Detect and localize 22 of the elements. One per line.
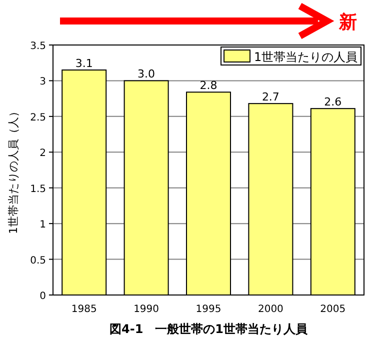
y-tick-label: 2 (40, 148, 46, 160)
y-tick-label: 3 (40, 76, 46, 88)
x-tick-label: 1985 (71, 304, 97, 315)
data-label: 3.0 (138, 68, 156, 81)
x-tick-label: 2005 (320, 304, 346, 315)
y-axis-title: 1世帯当たりの人員（人） (7, 106, 20, 234)
legend-label: 1世帯当たりの人員 (254, 50, 358, 64)
x-tick-label: 1995 (196, 304, 222, 315)
x-tick-label: 2000 (258, 304, 284, 315)
data-label: 2.7 (262, 90, 280, 104)
data-label: 3.1 (75, 57, 93, 70)
y-tick-label: 1 (40, 220, 46, 231)
y-tick-label: 1.5 (30, 184, 46, 195)
data-label: 2.6 (324, 96, 342, 109)
text: 図4-1 一般世帯の1世帯当たり人員 (109, 322, 309, 336)
y-tick-label: 3.5 (30, 41, 46, 52)
x-tick-label: 1990 (134, 304, 160, 315)
data-label: 2.8 (200, 79, 218, 92)
y-tick-label: 2.5 (30, 112, 46, 124)
text: 新 (338, 12, 357, 33)
y-tick-label: 0.5 (30, 255, 46, 266)
y-tick-label: 0 (40, 291, 46, 302)
